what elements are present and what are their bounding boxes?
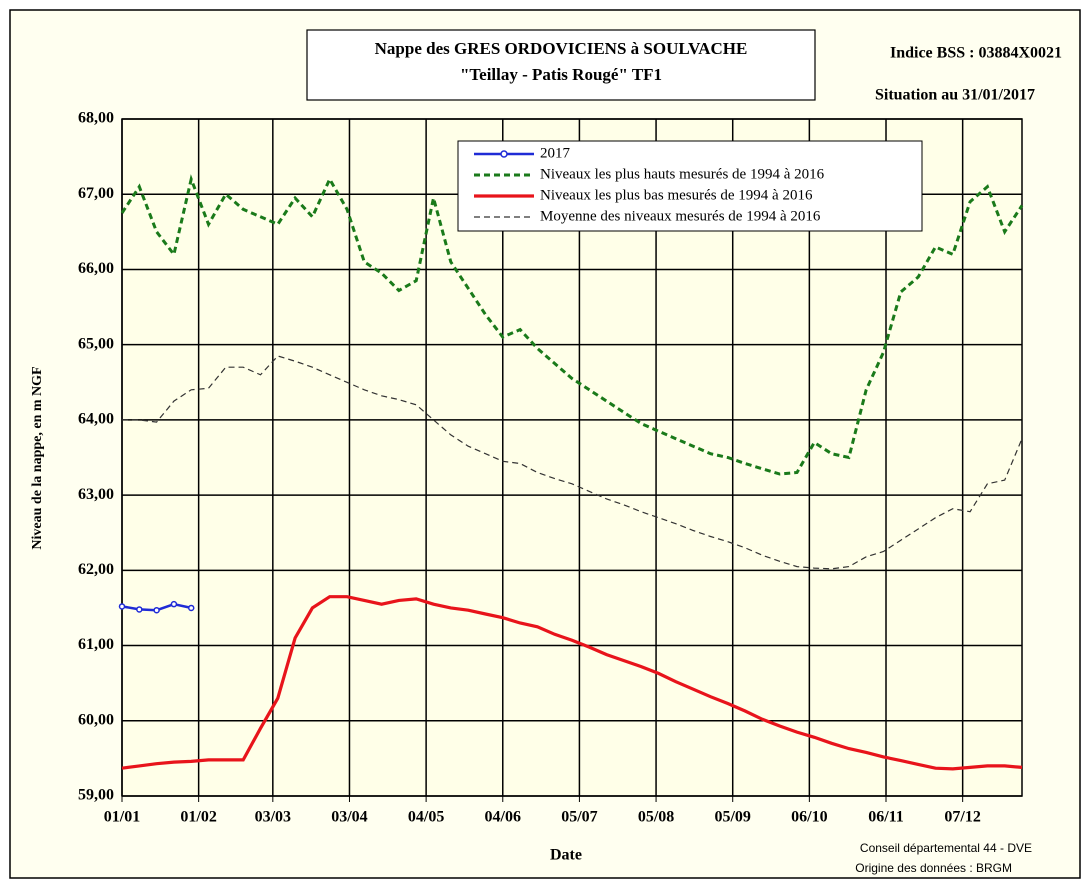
y-tick-label: 63,00 xyxy=(78,486,114,503)
y-tick-label: 59,00 xyxy=(78,787,114,804)
x-tick-label: 06/11 xyxy=(868,809,904,826)
series-line xyxy=(121,595,1023,771)
legend-marker xyxy=(500,150,508,158)
x-tick-label: 05/09 xyxy=(714,809,750,826)
y-axis-label: Niveau de la nappe, en m NGF xyxy=(30,366,45,549)
data-point xyxy=(170,600,178,608)
y-tick-label: 65,00 xyxy=(78,335,114,352)
credit: Conseil départemental 44 - DVE xyxy=(860,841,1032,855)
bss-index: Indice BSS : 03884X0021 xyxy=(890,45,1062,62)
plot-area xyxy=(122,119,1022,796)
data-point xyxy=(153,606,160,614)
y-tick-label: 64,00 xyxy=(78,411,114,428)
y-tick-label: 60,00 xyxy=(78,711,114,728)
y-tick-label: 67,00 xyxy=(78,185,114,202)
chart-subtitle: "Teillay - Patis Rougé" TF1 xyxy=(460,65,662,84)
x-tick-label: 03/03 xyxy=(255,809,291,826)
y-tick-label: 66,00 xyxy=(78,260,114,277)
legend-label: Moyenne des niveaux mesurés de 1994 à 20… xyxy=(540,208,821,224)
data-point xyxy=(187,604,195,612)
x-tick-label: 01/02 xyxy=(180,809,216,826)
x-tick-label: 07/12 xyxy=(944,809,980,826)
series-line xyxy=(120,174,1024,476)
credit: Origine des données : BRGM xyxy=(855,861,1012,875)
x-tick-label: 06/10 xyxy=(791,809,827,826)
x-tick-label: 04/06 xyxy=(485,809,521,826)
legend-label: Niveaux les plus hauts mesurés de 1994 à… xyxy=(540,166,825,182)
title-box xyxy=(306,29,816,101)
x-tick-label: 03/04 xyxy=(331,809,367,826)
legend-box xyxy=(457,140,923,232)
data-point xyxy=(136,606,143,613)
situation: Situation au 31/01/2017 xyxy=(875,87,1035,104)
x-tick-label: 05/08 xyxy=(638,809,674,826)
x-tick-label: 01/01 xyxy=(104,809,140,826)
data-point xyxy=(118,603,126,610)
series-line xyxy=(122,355,1023,570)
x-tick-label: 05/07 xyxy=(561,809,597,826)
y-tick-label: 68,00 xyxy=(78,110,114,127)
x-tick-label: 04/05 xyxy=(408,809,444,826)
legend-label: Niveaux les plus bas mesurés de 1994 à 2… xyxy=(540,187,813,203)
chart-title: Nappe des GRES ORDOVICIENS à SOULVACHE xyxy=(375,39,748,58)
y-tick-label: 62,00 xyxy=(78,561,114,578)
y-tick-label: 61,00 xyxy=(78,636,114,653)
legend-label: 2017 xyxy=(540,145,571,161)
plot-border xyxy=(121,118,1023,797)
x-axis-label: Date xyxy=(550,847,582,864)
